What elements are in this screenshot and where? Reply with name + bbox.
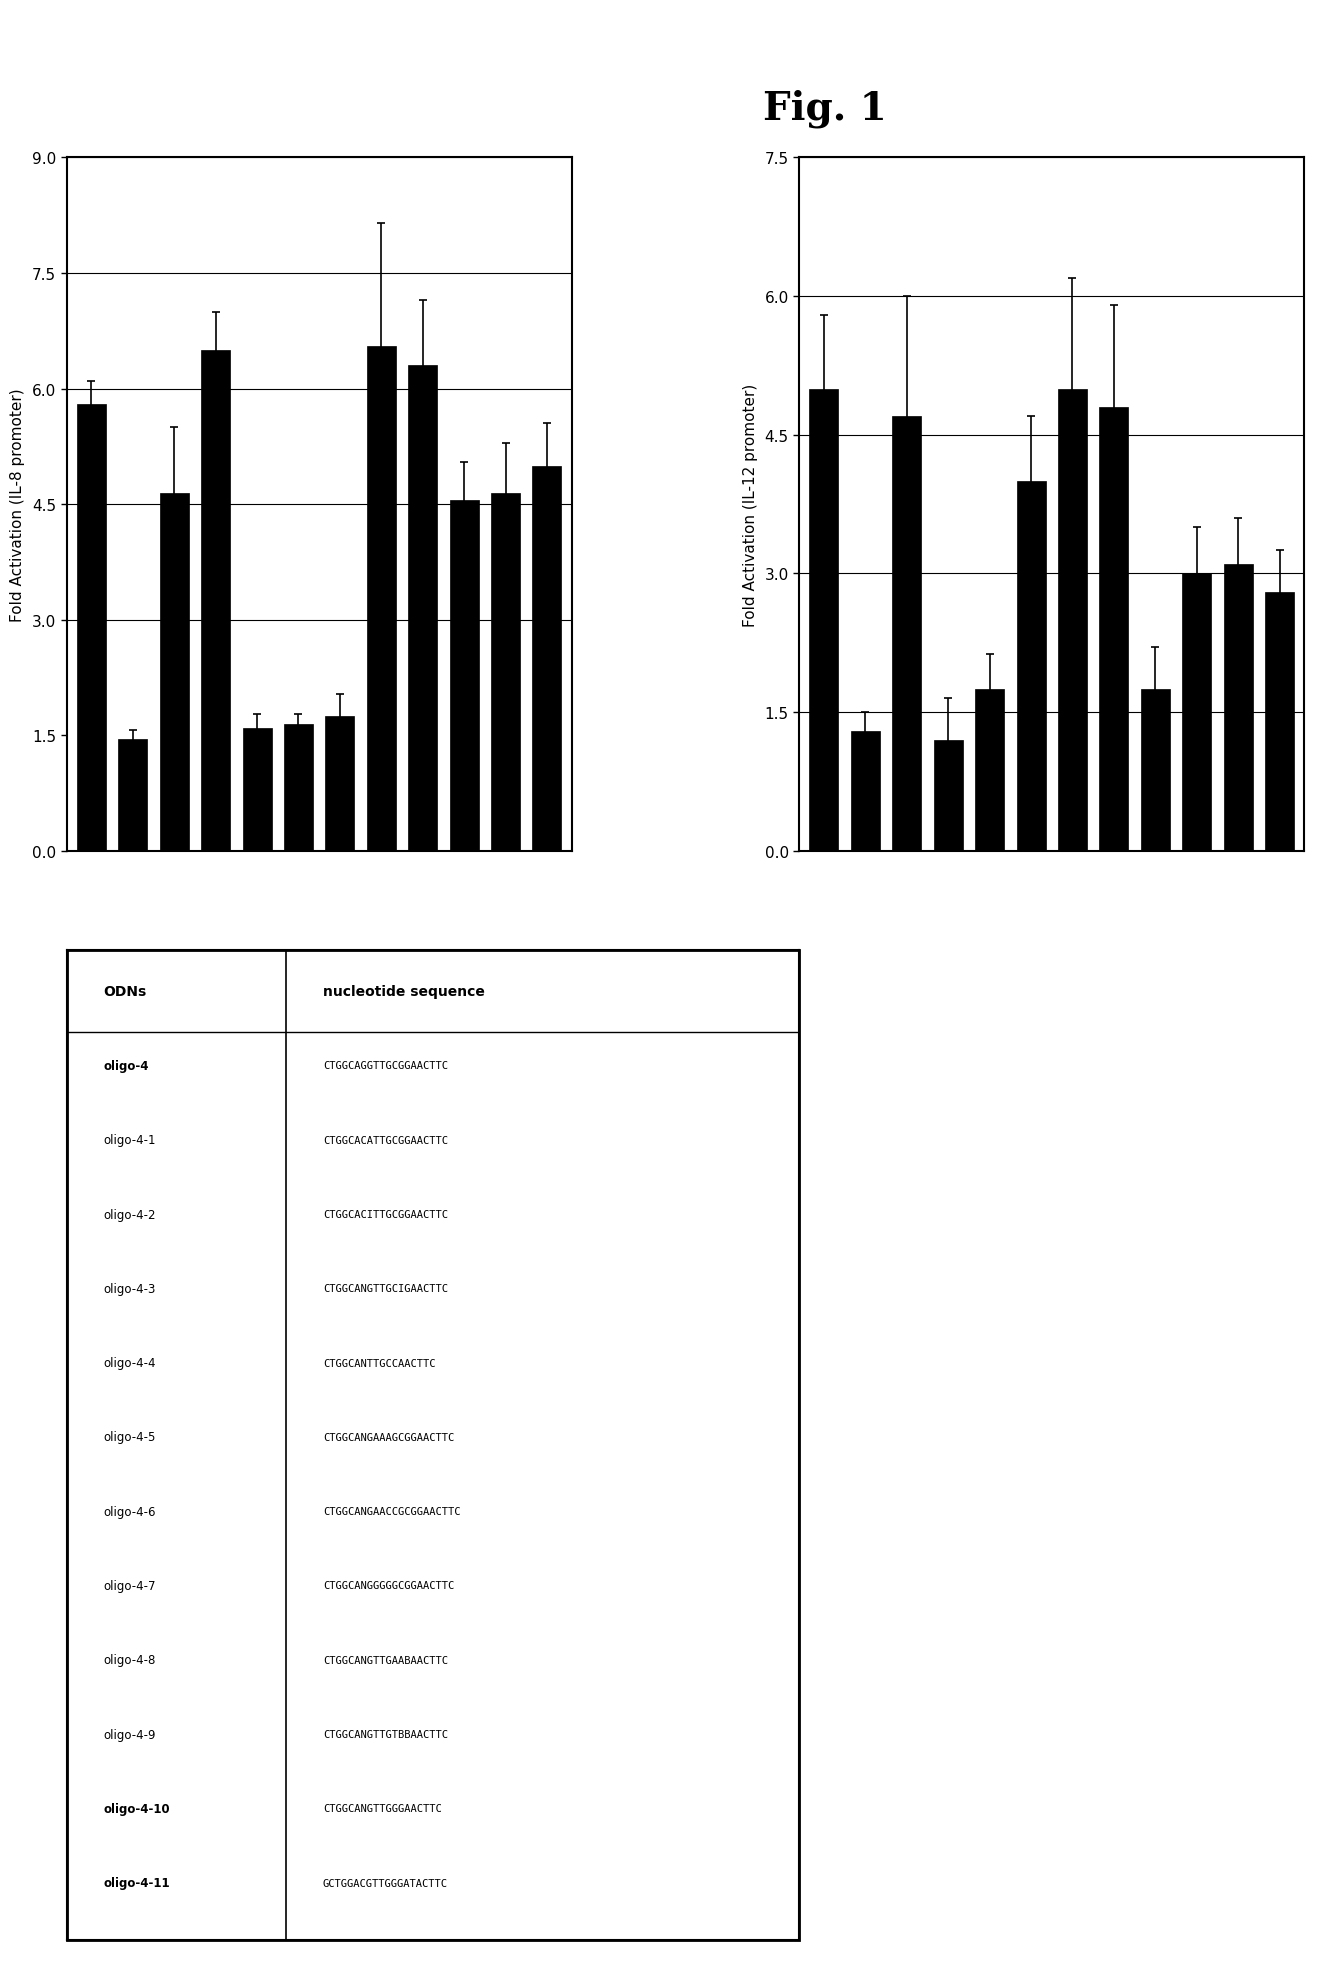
Text: CTGGCAGGTTGCGGAACTTC: CTGGCAGGTTGCGGAACTTC bbox=[323, 1061, 447, 1071]
Bar bbox=[1141, 689, 1170, 851]
Text: oligo-4-8: oligo-4-8 bbox=[104, 1653, 156, 1667]
Text: CTGGCACITTGCGGAACTTC: CTGGCACITTGCGGAACTTC bbox=[323, 1210, 447, 1220]
Bar bbox=[201, 350, 230, 851]
Bar bbox=[242, 729, 272, 851]
Bar bbox=[532, 467, 562, 851]
Text: CTGGCANGTTGGGAACTTC: CTGGCANGTTGGGAACTTC bbox=[323, 1804, 442, 1814]
Text: oligo-4-10: oligo-4-10 bbox=[104, 1802, 170, 1816]
Bar bbox=[409, 366, 437, 851]
Text: oligo-4-7: oligo-4-7 bbox=[104, 1580, 156, 1592]
Bar bbox=[851, 731, 880, 851]
Text: CTGGCANGAACCGCGGAACTTC: CTGGCANGAACCGCGGAACTTC bbox=[323, 1507, 461, 1517]
Bar bbox=[809, 390, 839, 851]
Text: oligo-4: oligo-4 bbox=[104, 1059, 149, 1073]
Text: CTGGCANGAAAGCGGAACTTC: CTGGCANGAAAGCGGAACTTC bbox=[323, 1432, 454, 1441]
Bar bbox=[1099, 408, 1129, 851]
Bar bbox=[118, 741, 148, 851]
Bar bbox=[934, 741, 962, 851]
Text: CTGGCANGTTGTBBAACTTC: CTGGCANGTTGTBBAACTTC bbox=[323, 1729, 447, 1738]
Text: oligo-4-9: oligo-4-9 bbox=[104, 1729, 156, 1740]
Text: CTGGCANGGGGGCGGAACTTC: CTGGCANGGGGGCGGAACTTC bbox=[323, 1580, 454, 1590]
Bar bbox=[1223, 564, 1252, 851]
Text: GCTGGACGTTGGGATACTTC: GCTGGACGTTGGGATACTTC bbox=[323, 1877, 447, 1887]
Bar bbox=[77, 404, 106, 851]
Text: nucleotide sequence: nucleotide sequence bbox=[323, 984, 484, 998]
Y-axis label: Fold Activation (IL-8 promoter): Fold Activation (IL-8 promoter) bbox=[9, 388, 25, 622]
Bar bbox=[160, 493, 189, 851]
Bar bbox=[1182, 574, 1211, 851]
Text: Fig. 1: Fig. 1 bbox=[764, 89, 886, 127]
Bar bbox=[892, 418, 921, 851]
Text: CTGGCANGTTGCIGAACTTC: CTGGCANGTTGCIGAACTTC bbox=[323, 1283, 447, 1293]
Text: CTGGCACATTGCGGAACTTC: CTGGCACATTGCGGAACTTC bbox=[323, 1135, 447, 1144]
Text: oligo-4-5: oligo-4-5 bbox=[104, 1432, 156, 1443]
Text: oligo-4-2: oligo-4-2 bbox=[104, 1208, 156, 1222]
Text: oligo-4-4: oligo-4-4 bbox=[104, 1356, 156, 1370]
Text: CTGGCANGTTGAABAACTTC: CTGGCANGTTGAABAACTTC bbox=[323, 1655, 447, 1665]
Text: oligo-4-3: oligo-4-3 bbox=[104, 1283, 156, 1295]
Text: oligo-4-6: oligo-4-6 bbox=[104, 1505, 156, 1519]
Bar bbox=[367, 346, 395, 851]
Bar bbox=[284, 725, 313, 851]
Bar bbox=[491, 493, 520, 851]
Bar bbox=[1017, 481, 1046, 851]
Bar bbox=[1264, 592, 1294, 851]
Text: CTGGCANTTGCCAACTTC: CTGGCANTTGCCAACTTC bbox=[323, 1358, 435, 1368]
Bar bbox=[976, 689, 1004, 851]
Bar bbox=[325, 717, 354, 851]
Bar bbox=[450, 501, 479, 851]
Bar bbox=[1058, 390, 1087, 851]
Y-axis label: Fold Activation (IL-12 promoter): Fold Activation (IL-12 promoter) bbox=[743, 384, 757, 626]
Text: oligo-4-11: oligo-4-11 bbox=[104, 1877, 170, 1889]
Text: oligo-4-1: oligo-4-1 bbox=[104, 1135, 156, 1146]
Text: ODNs: ODNs bbox=[104, 984, 146, 998]
